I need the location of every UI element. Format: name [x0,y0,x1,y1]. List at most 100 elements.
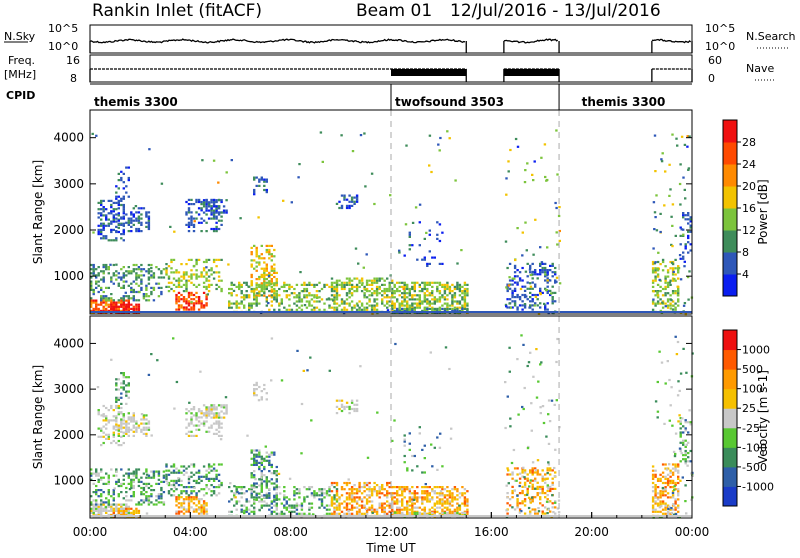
data-cell [255,283,258,286]
data-cell [689,218,692,221]
data-cell [115,474,118,477]
data-cell [212,432,216,435]
data-cell [416,486,419,489]
data-cell [187,275,191,278]
data-cell [190,275,193,278]
data-cell [669,267,672,270]
data-cell [110,212,113,215]
data-cell [303,283,306,286]
data-cell [343,405,346,408]
data-cell [529,471,532,474]
data-cell [461,502,464,505]
data-cell [654,302,657,305]
data-cell [305,283,309,286]
data-cell [511,300,514,303]
data-cell [110,203,113,207]
data-cell [270,265,273,268]
data-cell [145,473,149,476]
data-cell [145,434,148,437]
data-cell [321,160,324,163]
data-cell [117,404,120,408]
data-cell [338,200,341,203]
data-cell [135,468,138,471]
data-cell [679,431,682,434]
data-cell [147,476,151,479]
data-cell [443,290,447,293]
data-cell [653,134,657,137]
data-cell [205,492,208,495]
data-cell [674,498,677,501]
data-cell [335,492,339,495]
data-cell [298,490,301,493]
data-cell [255,383,258,387]
data-cell [97,511,100,514]
data-cell [182,275,186,278]
data-cell [200,217,203,220]
data-cell [90,282,93,285]
data-cell [212,209,216,212]
data-cell [182,490,186,493]
data-cell [110,307,113,310]
data-cell [656,410,660,413]
data-cell [270,285,273,288]
data-cell [305,290,309,293]
data-cell [127,434,130,437]
data-cell [267,302,270,305]
data-cell [313,285,316,288]
data-cell [190,223,193,226]
data-cell [678,516,681,519]
data-cell [200,207,203,210]
data-cell [248,306,251,309]
data-cell [110,358,113,361]
data-cell [92,266,95,269]
data-cell [529,296,532,299]
data-cell [97,505,100,508]
data-cell [175,302,178,305]
data-cell [225,412,228,415]
data-cell [190,420,193,423]
data-cell [132,511,135,514]
data-cell [360,498,364,501]
data-cell [102,482,105,485]
data-cell [531,500,534,503]
data-cell [233,492,236,495]
data-cell [190,301,193,304]
data-cell [340,405,344,408]
data-cell [217,414,221,417]
data-cell [456,498,459,501]
data-cell [544,266,547,270]
data-cell [132,268,135,271]
data-cell [513,304,517,307]
data-cell [105,307,108,310]
data-cell [122,305,125,308]
data-cell [132,288,135,291]
data-cell [265,398,268,401]
data-cell [403,304,406,307]
data-cell [127,305,130,308]
data-cell [403,285,406,288]
data-cell [117,495,120,498]
data-cell [200,230,203,233]
data-cell [127,266,130,269]
data-cell [537,380,540,383]
data-cell [270,463,273,466]
data-cell [679,441,682,444]
data-cell [175,504,178,507]
data-cell [391,498,394,501]
data-cell [431,498,434,501]
data-cell [220,258,223,261]
data-cell [265,278,268,281]
data-cell [258,509,261,512]
data-cell [675,137,678,140]
data-cell [170,267,173,270]
data-cell [333,510,336,513]
data-cell [107,297,110,300]
data-cell [358,504,361,507]
data-cell [403,283,406,286]
data-cell [115,307,118,310]
data-cell [270,451,273,454]
data-cell [107,218,110,221]
data-cell [130,286,133,289]
data-cell [205,484,208,487]
data-cell [539,287,542,290]
